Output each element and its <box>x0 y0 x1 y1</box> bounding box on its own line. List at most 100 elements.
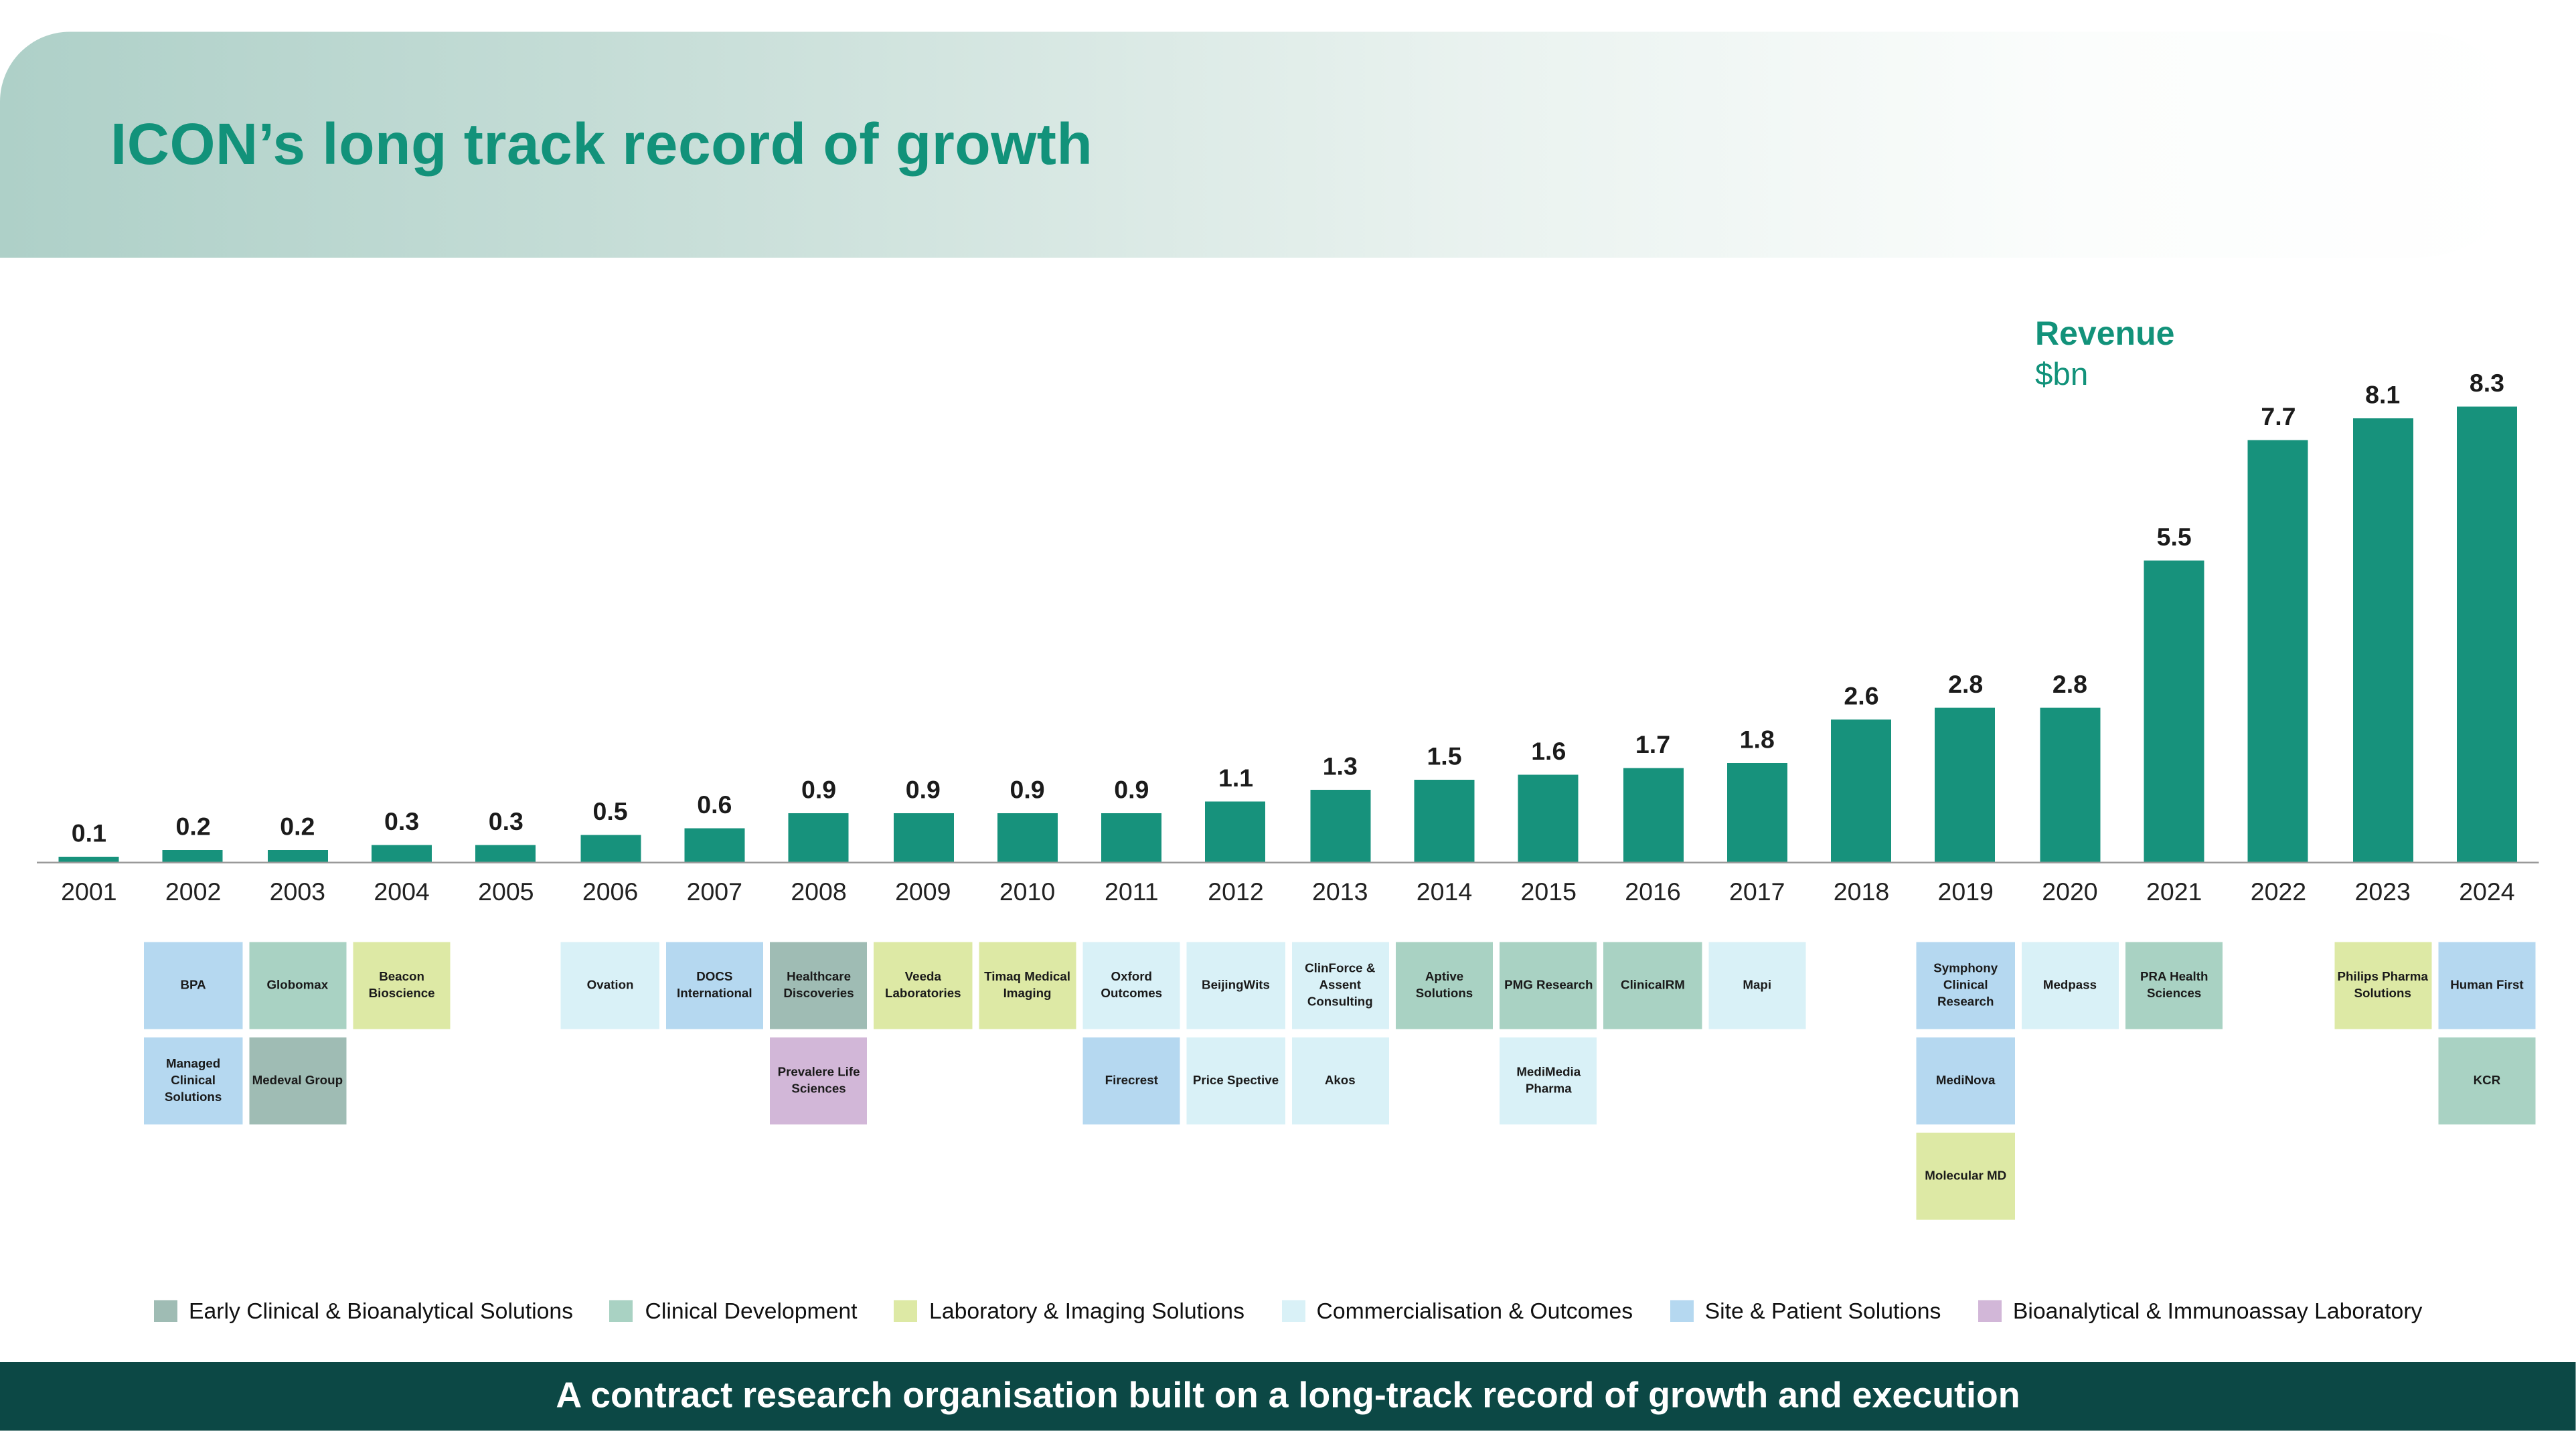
bar-value-label: 0.3 <box>384 809 420 837</box>
bar-column: 8.3 <box>2435 370 2539 862</box>
acquisition-cell: PMG Research <box>1500 942 1598 1029</box>
revenue-bar <box>1831 719 1892 862</box>
acquisition-column: ClinForce & Assent Consulting Akos <box>1288 942 1392 1124</box>
x-tick-label: 2006 <box>582 878 639 908</box>
legend-label: Bioanalytical & Immunoassay Laboratory <box>2012 1298 2423 1324</box>
bar-value-label: 0.1 <box>71 819 106 848</box>
acquisition-cell: Managed Clinical Solutions <box>144 1037 242 1124</box>
x-tick-label: 2008 <box>791 878 847 908</box>
x-tick-label: 2021 <box>2146 878 2202 908</box>
acquisition-column: Symphony Clinical Research MediNova Molecu… <box>1913 942 2018 1220</box>
acquisition-column: Mapi <box>1705 942 1809 1029</box>
x-tick-label: 2009 <box>895 878 951 908</box>
bar-value-label: 1.5 <box>1427 742 1462 772</box>
bar-value-label: 1.3 <box>1322 754 1358 782</box>
acquisition-column: Oxford Outcomes Firecrest <box>1079 942 1184 1124</box>
acquisition-cell: Medpass <box>2021 942 2119 1029</box>
x-tick-label: 2022 <box>2250 878 2307 908</box>
comm-swatch <box>1281 1300 1305 1322</box>
header-band: ICON’s long track record of growth <box>0 31 2530 258</box>
revenue-bar <box>1518 774 1579 862</box>
revenue-bar <box>1414 779 1475 862</box>
x-axis-labels: 2001 2002 2003 2004 2005 2006 2007 2008 2009 2010… <box>37 863 2539 908</box>
x-tick-label: 2017 <box>1729 878 1785 908</box>
x-tick-label: 2016 <box>1625 878 1681 908</box>
bars-row: 0.1 0.2 0.2 0.3 0.3 0.5 0.6 0.9 0.9 0.9 0.9 1.1 1.3 1… <box>37 310 2539 863</box>
acquisitions-grid: BPA Managed Clinical Solutions Globomax Med… <box>37 942 2539 1220</box>
bar-value-label: 0.6 <box>697 792 732 821</box>
acquisition-cell: ClinForce & Assent Consulting <box>1291 942 1389 1029</box>
x-tick-label: 2007 <box>686 878 743 908</box>
bar-column: 1.5 <box>1392 743 1497 862</box>
bar-value-label: 0.9 <box>1010 775 1045 805</box>
x-tick-label: 2004 <box>374 878 430 908</box>
revenue-chart: 0.1 0.2 0.2 0.3 0.3 0.5 0.6 0.9 0.9 0.9 0.9 1.1 1.3 1… <box>37 310 2539 908</box>
acquisition-cell: BPA <box>144 942 242 1029</box>
acquisition-column: PRA Health Sciences <box>2122 942 2227 1029</box>
bar-value-label: 2.8 <box>2052 671 2088 700</box>
acquisition-cell: Price Spective <box>1187 1037 1285 1124</box>
revenue-bar <box>2352 418 2413 862</box>
acquisition-column: DOCS International <box>662 942 767 1029</box>
acquisition-column: Aptive Solutions <box>1392 942 1497 1029</box>
revenue-bar <box>58 856 119 862</box>
acquisition-column: BeijingWits Price Spective <box>1184 942 1288 1124</box>
bar-value-label: 8.1 <box>2365 381 2401 410</box>
x-tick-label: 2010 <box>999 878 1056 908</box>
legend-item: Clinical Development <box>610 1298 858 1324</box>
legend-item: Site & Patient Solutions <box>1670 1298 1941 1324</box>
bar-value-label: 0.2 <box>280 814 315 843</box>
bar-column: 0.2 <box>141 814 246 862</box>
bar-value-label: 8.3 <box>2469 369 2505 399</box>
revenue-bar <box>1935 708 1996 862</box>
bar-value-label: 0.9 <box>801 775 837 805</box>
acquisition-cell: Symphony Clinical Research <box>1917 942 2015 1029</box>
x-tick-label: 2001 <box>61 878 117 908</box>
acquisition-column: BPA Managed Clinical Solutions <box>141 942 246 1124</box>
revenue-bar <box>1206 801 1267 862</box>
bar-column: 1.7 <box>1601 732 1705 862</box>
bar-column: 8.1 <box>2330 381 2435 862</box>
x-tick-label: 2014 <box>1416 878 1473 908</box>
bar-column: 2.8 <box>1913 671 2018 862</box>
acquisition-cell: Oxford Outcomes <box>1082 942 1181 1029</box>
bar-column: 1.1 <box>1184 765 1288 862</box>
bio-swatch <box>1978 1300 2002 1322</box>
legend-item: Early Clinical & Bioanalytical Solutions <box>153 1298 573 1324</box>
x-tick-label: 2005 <box>478 878 534 908</box>
bar-column: 1.6 <box>1496 738 1601 862</box>
bar-value-label: 1.7 <box>1635 732 1671 760</box>
legend-label: Laboratory & Imaging Solutions <box>929 1298 1244 1324</box>
acquisition-cell: Veeda Laboratories <box>874 942 972 1029</box>
bar-column: 0.1 <box>37 819 141 862</box>
bar-column: 0.3 <box>454 809 558 862</box>
bar-column: 2.8 <box>2018 671 2122 862</box>
acquisition-cell: Molecular MD <box>1917 1132 2015 1220</box>
revenue-bar <box>1726 763 1787 862</box>
acquisition-column: Globomax Medeval Group <box>245 942 349 1124</box>
legend-label: Commercialisation & Outcomes <box>1316 1298 1633 1324</box>
x-tick-label: 2024 <box>2459 878 2515 908</box>
x-tick-label: 2023 <box>2354 878 2411 908</box>
revenue-bar <box>2456 406 2517 862</box>
x-tick-label: 2003 <box>269 878 326 908</box>
bar-column: 0.5 <box>558 798 663 862</box>
legend-label: Site & Patient Solutions <box>1704 1298 1941 1324</box>
acquisition-cell: Firecrest <box>1082 1037 1181 1124</box>
early-swatch <box>153 1300 177 1322</box>
bar-column: 7.7 <box>2227 403 2331 862</box>
chart-title-text: Revenue <box>2035 316 2175 353</box>
site-swatch <box>1670 1300 1694 1322</box>
bar-value-label: 0.5 <box>592 797 628 827</box>
x-tick-label: 2019 <box>1937 878 1994 908</box>
bar-column: 0.9 <box>975 776 1080 862</box>
acquisition-cell: Globomax <box>248 942 347 1029</box>
bar-value-label: 2.6 <box>1844 682 1879 711</box>
acquisition-cell: Beacon Bioscience <box>353 942 451 1029</box>
revenue-bar <box>892 812 953 862</box>
legend-item: Commercialisation & Outcomes <box>1281 1298 1633 1324</box>
acquisition-cell: Healthcare Discoveries <box>770 942 868 1029</box>
bar-value-label: 0.3 <box>488 809 524 837</box>
chart-unit-label: $bn <box>2035 358 2089 394</box>
